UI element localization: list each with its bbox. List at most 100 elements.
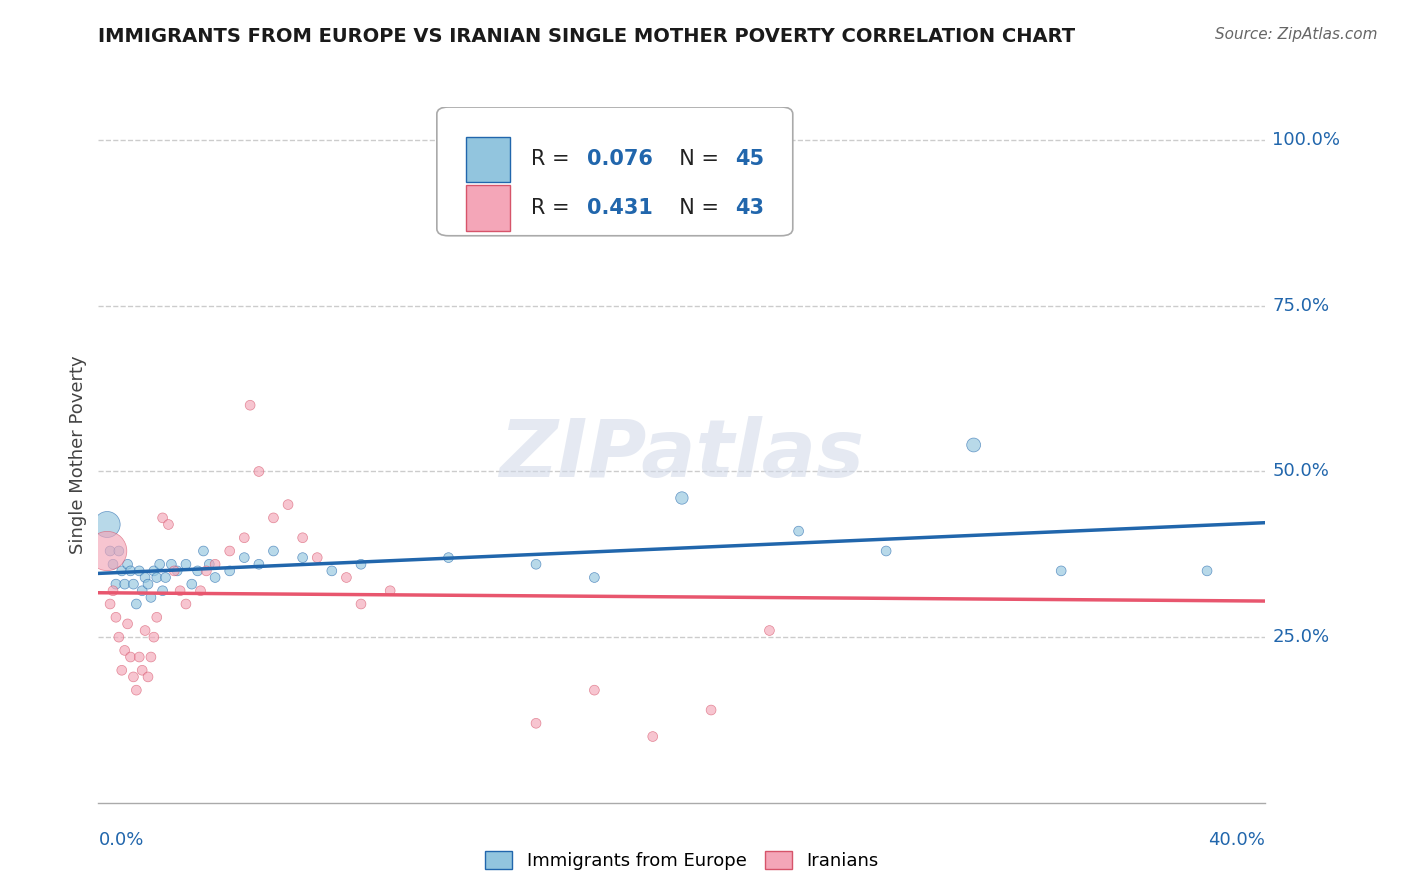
Point <box>307 550 329 565</box>
Point <box>262 511 284 525</box>
Point <box>437 550 460 565</box>
Text: R =: R = <box>531 198 576 218</box>
Legend: Immigrants from Europe, Iranians: Immigrants from Europe, Iranians <box>478 844 886 877</box>
Text: N =: N = <box>665 149 725 169</box>
Point <box>233 550 256 565</box>
Point <box>204 558 226 572</box>
Point <box>247 465 270 479</box>
Text: 40.0%: 40.0% <box>1209 830 1265 848</box>
Point <box>104 577 127 591</box>
Text: 45: 45 <box>735 149 765 169</box>
Point <box>169 583 191 598</box>
Point <box>1195 564 1218 578</box>
Point <box>233 531 256 545</box>
FancyBboxPatch shape <box>465 136 510 182</box>
Point <box>700 703 723 717</box>
Point <box>139 650 162 665</box>
Text: Source: ZipAtlas.com: Source: ZipAtlas.com <box>1215 27 1378 42</box>
Point <box>125 597 148 611</box>
FancyBboxPatch shape <box>437 107 793 235</box>
Point <box>155 570 177 584</box>
Point <box>152 583 174 598</box>
Point <box>174 558 197 572</box>
Point <box>120 564 142 578</box>
Point <box>114 577 136 591</box>
Point <box>190 583 212 598</box>
Point <box>321 564 343 578</box>
Point <box>583 570 606 584</box>
Point <box>239 398 262 412</box>
Point <box>125 683 148 698</box>
Point <box>136 577 159 591</box>
Point <box>524 716 547 731</box>
Point <box>193 544 215 558</box>
Point <box>96 517 118 532</box>
Point <box>198 558 221 572</box>
Point <box>136 670 159 684</box>
Point <box>218 544 240 558</box>
Point <box>291 550 314 565</box>
Point <box>146 570 169 584</box>
Point <box>108 630 131 644</box>
Text: 0.0%: 0.0% <box>98 830 143 848</box>
Point <box>758 624 780 638</box>
Point <box>117 558 139 572</box>
Point <box>875 544 897 558</box>
Text: 0.431: 0.431 <box>588 198 654 218</box>
Point <box>98 597 121 611</box>
Point <box>247 558 270 572</box>
Point <box>142 564 165 578</box>
Point <box>524 558 547 572</box>
Point <box>787 524 810 538</box>
Point <box>335 570 357 584</box>
Point <box>163 564 186 578</box>
Point <box>104 610 127 624</box>
Point <box>117 616 139 631</box>
Point <box>1050 564 1073 578</box>
Point <box>350 597 373 611</box>
Text: R =: R = <box>531 149 576 169</box>
Point <box>218 564 240 578</box>
Point <box>160 558 183 572</box>
Point <box>139 591 162 605</box>
Point <box>134 624 156 638</box>
Text: ZIPatlas: ZIPatlas <box>499 416 865 494</box>
Text: N =: N = <box>665 198 725 218</box>
Point <box>108 544 131 558</box>
Point <box>101 583 124 598</box>
Text: 50.0%: 50.0% <box>1272 462 1329 481</box>
Text: 25.0%: 25.0% <box>1272 628 1330 646</box>
Point <box>262 544 284 558</box>
Point <box>149 558 172 572</box>
Point <box>671 491 693 505</box>
Point <box>583 683 606 698</box>
Point <box>122 577 145 591</box>
Point <box>187 564 209 578</box>
Point <box>98 544 121 558</box>
Point <box>350 558 373 572</box>
Point <box>277 498 299 512</box>
Text: 43: 43 <box>735 198 765 218</box>
Point <box>111 663 134 677</box>
Point <box>467 133 489 147</box>
Point <box>96 544 118 558</box>
Point <box>180 577 202 591</box>
Text: 100.0%: 100.0% <box>1272 131 1340 149</box>
Point <box>962 438 984 452</box>
FancyBboxPatch shape <box>465 186 510 230</box>
Text: 0.076: 0.076 <box>588 149 654 169</box>
Point <box>157 517 180 532</box>
Point <box>166 564 188 578</box>
Point <box>131 583 153 598</box>
Point <box>114 643 136 657</box>
Point <box>641 730 664 744</box>
Point <box>128 564 150 578</box>
Point <box>152 511 174 525</box>
Point <box>204 570 226 584</box>
Point <box>195 564 218 578</box>
Point <box>128 650 150 665</box>
Point <box>111 564 134 578</box>
Point <box>122 670 145 684</box>
Text: IMMIGRANTS FROM EUROPE VS IRANIAN SINGLE MOTHER POVERTY CORRELATION CHART: IMMIGRANTS FROM EUROPE VS IRANIAN SINGLE… <box>98 27 1076 45</box>
Point <box>378 583 402 598</box>
